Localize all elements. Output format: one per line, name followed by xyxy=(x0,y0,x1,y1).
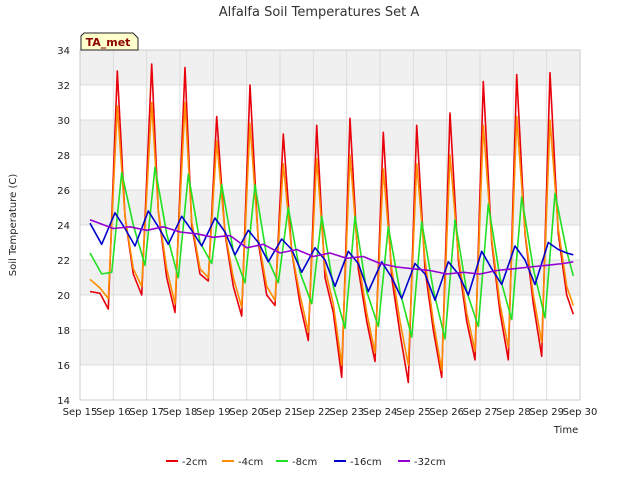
plot-frame xyxy=(79,49,581,401)
legend-item: -4cm xyxy=(222,457,263,468)
x-tick-label: Sep 17 xyxy=(129,407,164,418)
x-tick-label: Sep 19 xyxy=(196,407,231,418)
legend-item: -2cm xyxy=(166,457,207,468)
grid-band xyxy=(80,50,580,85)
legend-label: -16cm xyxy=(350,457,382,468)
x-tick-label: Sep 25 xyxy=(396,407,431,418)
y-tick-label: 30 xyxy=(57,116,70,127)
legend-item: -8cm xyxy=(276,457,317,468)
series-line-8cmcm xyxy=(89,166,575,340)
grid-band xyxy=(80,330,580,365)
legend-label: -32cm xyxy=(414,457,446,468)
y-tick-label: 20 xyxy=(57,291,70,302)
x-tick-label: Sep 20 xyxy=(229,407,264,418)
legend-item: -16cm xyxy=(334,457,382,468)
y-tick-label: 24 xyxy=(57,221,70,232)
y-axis-ticks: 14 16 18 20 22 24 26 28 30 32 34 xyxy=(57,46,70,407)
series-line-4cmcm xyxy=(89,101,575,372)
x-tick-label: Sep 15 xyxy=(63,407,98,418)
x-tick-label: Sep 22 xyxy=(296,407,331,418)
chart-title: Alfalfa Soil Temperatures Set A xyxy=(219,5,420,20)
series-line-32cmcm xyxy=(89,219,574,275)
y-axis-title: Soil Temperature (C) xyxy=(8,174,19,277)
x-tick-label: Sep 24 xyxy=(363,407,398,418)
grid-band xyxy=(80,120,580,155)
ta-met-badge: TA_met xyxy=(80,32,139,51)
legend-label: -2cm xyxy=(182,457,207,468)
x-tick-label: Sep 30 xyxy=(563,407,598,418)
y-tick-label: 26 xyxy=(57,186,70,197)
series-lines xyxy=(89,63,575,384)
legend-item: -32cm xyxy=(398,457,446,468)
legend-label: -4cm xyxy=(238,457,263,468)
series-line-16cmcm xyxy=(89,210,574,302)
legend-label: -8cm xyxy=(292,457,317,468)
x-tick-label: Sep 28 xyxy=(496,407,531,418)
y-tick-label: 28 xyxy=(57,151,70,162)
y-tick-label: 32 xyxy=(57,81,70,92)
y-tick-label: 22 xyxy=(57,256,70,267)
x-tick-label: Sep 23 xyxy=(329,407,364,418)
legend: -2cm -4cm -8cm -16cm -32cm xyxy=(166,457,446,468)
grid-bands xyxy=(80,50,580,365)
x-tick-label: Sep 29 xyxy=(529,407,564,418)
badge-label: TA_met xyxy=(86,36,131,49)
x-tick-label: Sep 16 xyxy=(96,407,131,418)
y-tick-label: 14 xyxy=(57,396,70,407)
grid-band xyxy=(80,190,580,225)
y-tick-label: 34 xyxy=(57,46,70,57)
plot-area xyxy=(79,49,581,401)
x-tick-label: Sep 26 xyxy=(429,407,464,418)
x-tick-label: Sep 18 xyxy=(163,407,198,418)
y-tick-label: 16 xyxy=(57,361,70,372)
x-tick-label: Sep 27 xyxy=(463,407,498,418)
x-axis-title: Time xyxy=(553,425,578,436)
x-tick-label: Sep 21 xyxy=(263,407,298,418)
y-tick-label: 18 xyxy=(57,326,70,337)
badge-background xyxy=(80,32,139,51)
